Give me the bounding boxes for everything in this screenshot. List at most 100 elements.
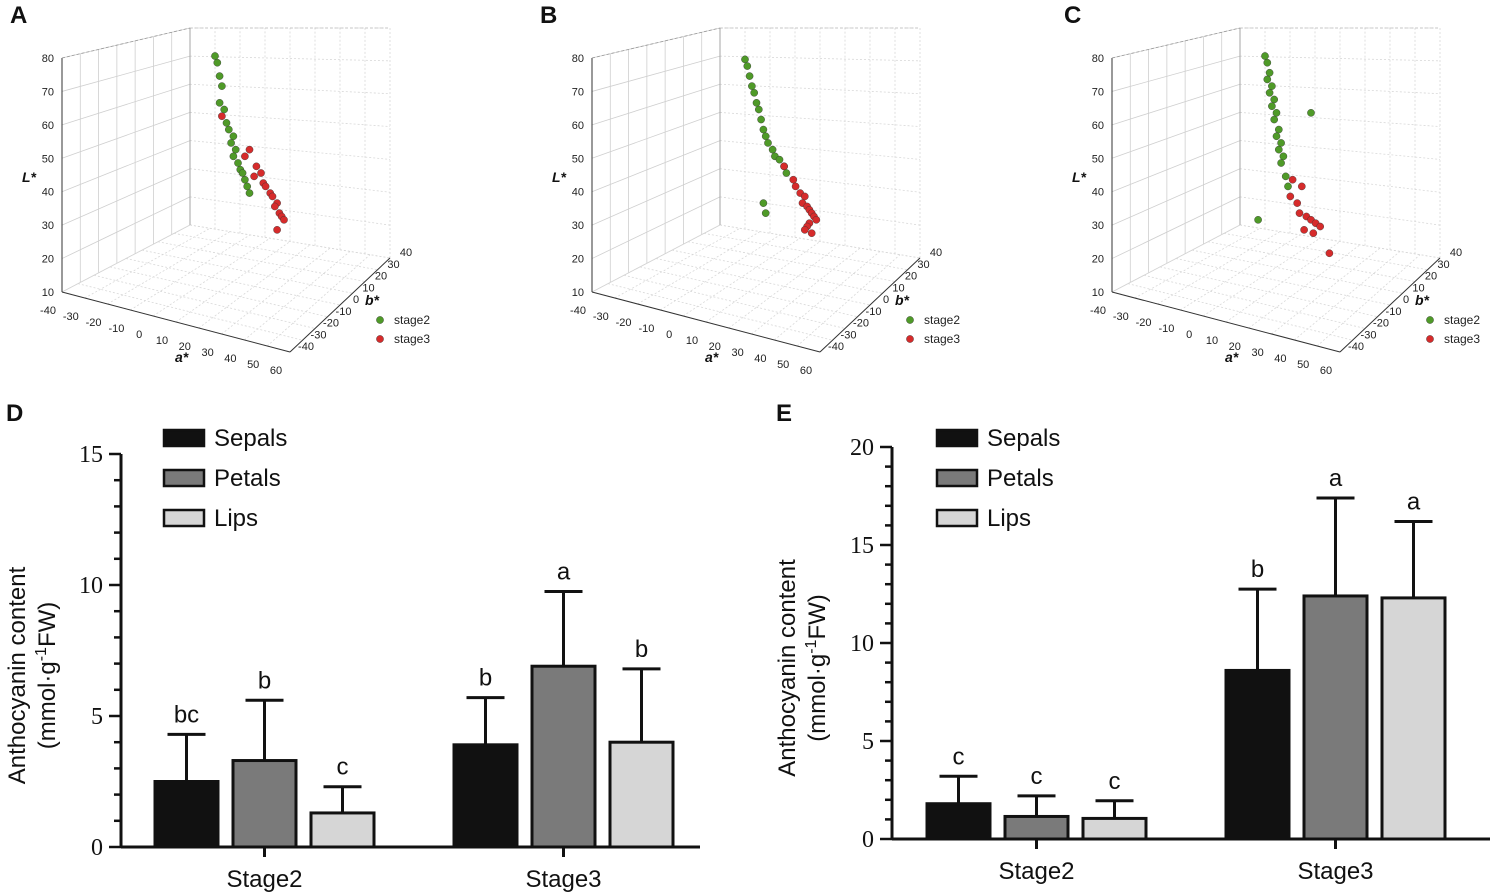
data-point <box>1263 75 1272 84</box>
y-tick-label: 10 <box>42 287 54 299</box>
z-tick-label: 0 <box>353 294 359 306</box>
significance-label: bc <box>174 701 199 728</box>
grid-line <box>591 168 721 226</box>
data-point <box>1325 249 1334 258</box>
grid-line <box>77 283 303 341</box>
data-point <box>1277 139 1285 147</box>
z-tick-label: -30 <box>311 329 327 341</box>
grid-line <box>1239 196 1441 226</box>
z-axis-label: b* <box>895 292 910 308</box>
data-point <box>257 169 265 177</box>
axis-line <box>819 257 921 353</box>
bar <box>1380 596 1447 841</box>
grid-line <box>157 241 366 282</box>
bar <box>1302 594 1369 841</box>
x-tick-label: -10 <box>1158 323 1174 335</box>
legend-swatch <box>935 508 979 528</box>
grid-line <box>1111 55 1241 92</box>
unit-superscript: -1 <box>33 647 50 661</box>
x-tick-label: 30 <box>1251 347 1263 359</box>
grid-line <box>61 83 191 126</box>
data-point <box>231 145 240 154</box>
data-point <box>1272 109 1281 117</box>
x-tick-label: 20 <box>1229 341 1241 353</box>
significance-label: a <box>1407 488 1421 515</box>
grid-line <box>591 55 721 92</box>
x-tick-label: -40 <box>570 305 586 317</box>
data-point <box>215 99 224 107</box>
legend-label: stage3 <box>1444 332 1480 346</box>
scatter3d-frame <box>61 27 391 353</box>
axis-line <box>289 257 391 353</box>
y-tick-label: 70 <box>572 86 584 98</box>
data-point <box>1274 125 1283 134</box>
z-axis-label: b* <box>1415 292 1430 308</box>
data-point <box>1274 145 1283 154</box>
y-tick-label: 60 <box>1092 120 1104 132</box>
data-point <box>280 216 288 224</box>
y-tick-label: 50 <box>572 153 584 165</box>
data-point <box>241 175 249 184</box>
y-tick-label: 30 <box>572 220 584 232</box>
z-tick-label: 10 <box>892 282 904 294</box>
y-tick-label: 40 <box>572 187 584 199</box>
data-point <box>759 125 768 134</box>
x-tick-label: 0 <box>136 329 142 341</box>
data-point <box>234 159 242 167</box>
data-point <box>213 58 222 67</box>
y-tick-label: 10 <box>572 287 584 299</box>
grid-line <box>189 168 391 193</box>
grid-line <box>607 283 833 341</box>
grid-line <box>1239 168 1441 193</box>
x-tick-label: -30 <box>1113 311 1129 323</box>
x-tick-label: -40 <box>40 305 56 317</box>
data-point <box>245 145 254 154</box>
data-point <box>1300 226 1308 234</box>
data-point <box>764 139 772 147</box>
grid-line <box>591 112 721 159</box>
x-tick-label: 0 <box>1186 329 1192 341</box>
y-tick-label: 10 <box>79 573 103 599</box>
panel-label-e: E <box>776 400 793 427</box>
bar <box>231 759 298 849</box>
data-point <box>1254 216 1262 224</box>
z-tick-label: -20 <box>1373 318 1389 330</box>
grid-line <box>1223 232 1428 271</box>
y-tick-label: 5 <box>91 704 103 730</box>
grid-line <box>1248 244 1361 329</box>
grid-line <box>1127 283 1353 341</box>
y-tick-label: 5 <box>862 729 874 755</box>
legend-label: stage3 <box>924 332 960 346</box>
y-axis-label: L* <box>552 169 567 185</box>
x-tick-label: -20 <box>1136 317 1152 329</box>
data-point <box>243 182 251 191</box>
significance-label: b <box>635 636 648 663</box>
data-point <box>752 99 761 107</box>
significance-label: b <box>479 665 492 692</box>
grid-line <box>639 266 858 318</box>
data-point <box>222 119 231 127</box>
legend-swatch <box>162 428 206 448</box>
unit-part2: FW) <box>804 594 831 639</box>
data-point <box>1295 209 1304 217</box>
legend-label: Petals <box>214 465 281 492</box>
data-point <box>743 62 752 70</box>
scatter3d-frame <box>591 27 921 353</box>
y-axis-label-units: (mmol·g-1FW) <box>33 602 61 750</box>
data-point <box>1270 115 1278 124</box>
data-point <box>748 82 756 90</box>
y-tick-label: 70 <box>1092 86 1104 98</box>
data-point <box>812 216 821 224</box>
x-tick-label: 60 <box>800 365 812 377</box>
axis-line <box>591 27 721 59</box>
data-point <box>807 229 816 237</box>
grid-line <box>719 196 921 226</box>
y-axis-label: L* <box>22 169 37 185</box>
data-point <box>211 52 219 60</box>
axis-line <box>1111 291 1341 353</box>
axis-line <box>1111 27 1241 59</box>
legend-marker <box>1426 335 1434 343</box>
grid-line <box>591 83 721 126</box>
data-point <box>224 125 233 134</box>
